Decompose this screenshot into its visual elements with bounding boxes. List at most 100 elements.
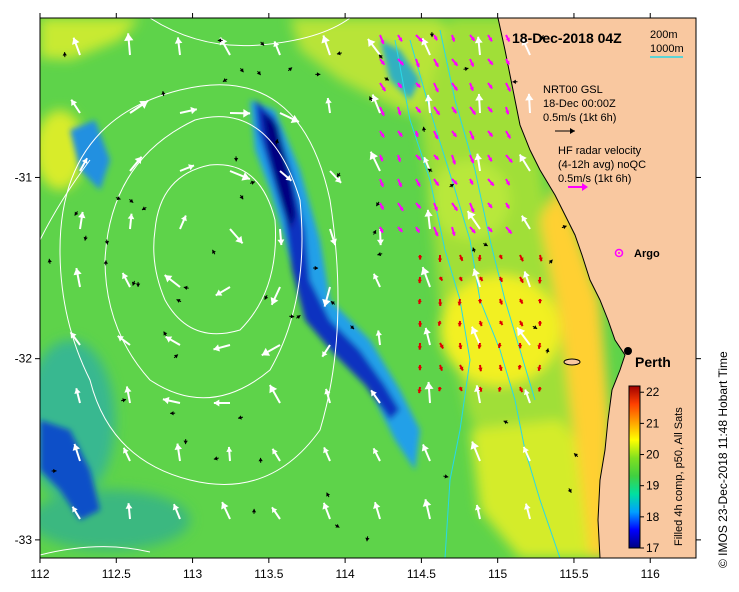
cold-filament-ne: [380, 40, 420, 100]
hf-arrow-south-head: [519, 257, 524, 262]
hf-arrow-south-head: [458, 387, 463, 392]
hf-arrow-south-head: [417, 300, 422, 305]
gsl-small-arrow-head: [251, 508, 257, 513]
warm-patch-nearshore-strip: [540, 180, 610, 558]
hf-arrow-south-head: [417, 389, 422, 394]
hf-legend-line-3: 0.5m/s (1kt 6h): [558, 173, 631, 185]
hf-arrow-south-head: [478, 322, 483, 327]
hf-arrow-head: [452, 132, 457, 137]
gsl-legend-line-3: 0.5m/s (1kt 6h): [543, 112, 616, 124]
gsl-arrow-head: [72, 506, 78, 513]
hf-arrow-head: [488, 132, 493, 137]
hf-arrow-head: [488, 84, 493, 89]
credit-text: © IMOS 23-Dec-2018 11:48 Hobart Time: [716, 351, 730, 568]
gsl-arrow-head: [72, 37, 80, 45]
hf-arrow-head: [453, 61, 458, 66]
warm-patch-northwest: [40, 18, 140, 60]
gsl-arrow-head: [124, 33, 134, 42]
gsl-arrow-head: [329, 238, 337, 246]
gsl-arrow-head: [125, 503, 133, 509]
gsl-arrow-head: [243, 108, 251, 118]
gsl-small-arrow-head: [296, 315, 301, 320]
gsl-arrow-head: [334, 176, 342, 183]
hf-arrow-south-head: [417, 279, 422, 284]
gsl-small-arrow-head: [239, 68, 244, 73]
gsl-small-arrow-head: [314, 265, 319, 271]
gsl-arrow-head: [290, 114, 299, 123]
gsl-arrow-head: [424, 381, 434, 390]
hf-arrow-head: [415, 63, 420, 68]
hf-arrow-head: [434, 232, 439, 237]
hf-arrow-south-head: [478, 367, 483, 372]
hf-arrow-south-head: [437, 321, 442, 326]
x-tick-label: 114.5: [407, 567, 436, 581]
depth-contour-legend: 200m 1000m: [650, 29, 684, 58]
gsl-arrow-head: [172, 504, 180, 511]
gsl-velocity-arrows: [47, 32, 579, 542]
hf-arrow-south-head: [537, 367, 542, 371]
colorbar-tick-label: 21: [646, 416, 660, 430]
cold-filament-deep: [262, 110, 296, 230]
gsl-small-arrow-head: [233, 157, 239, 162]
hf-arrow-head: [435, 110, 440, 115]
hf-arrow-head: [488, 108, 493, 113]
gsl-arrow-head: [117, 335, 124, 342]
gsl-arrow-head: [188, 164, 195, 171]
gsl-small-arrow-head: [540, 35, 545, 40]
gsl-arrow-head: [235, 235, 243, 244]
gsl-arrow-head: [226, 446, 233, 452]
depth-200m-label: 200m: [650, 29, 678, 41]
x-tick-label: 112: [30, 567, 49, 581]
gsl-small-arrow-head: [141, 206, 146, 211]
hf-arrow-head: [416, 204, 421, 209]
hf-legend-line-1: HF radar velocity: [558, 145, 642, 157]
hf-arrow-south-head: [497, 387, 502, 392]
gsl-arrow-head: [123, 447, 129, 454]
bathy-inner-contour: [439, 29, 536, 401]
x-tick-label: 114: [336, 567, 355, 581]
gsl-scale-arrowhead: [570, 128, 575, 134]
gsl-arrow-head: [73, 268, 82, 276]
gsl-small-arrow-head: [116, 196, 121, 201]
sst-colorbar: 17 18 19 20 21 22 Filled 4h comp, p50, All Sa…: [628, 385, 685, 555]
y-tick-label: -32: [15, 352, 33, 366]
gsl-arrow-head: [421, 38, 429, 46]
hf-arrow-head: [434, 155, 439, 160]
gsl-arrow-head: [524, 503, 531, 510]
hf-arrow-south-head: [478, 276, 483, 281]
gsl-arrow-head: [322, 502, 330, 510]
hf-arrow-south-head: [519, 299, 523, 304]
hf-arrow-head: [398, 227, 403, 232]
hf-arrow-south-head: [477, 344, 482, 349]
gsl-small-arrow-head: [183, 285, 188, 290]
x-tick-label: 113: [183, 567, 202, 581]
gsl-small-arrow-head: [372, 230, 377, 235]
gsl-small-arrow-head: [264, 295, 269, 300]
gsl-small-arrow-head: [163, 331, 168, 336]
gsl-small-arrow-head: [238, 415, 242, 420]
hf-arrow-head: [488, 37, 492, 42]
gsl-small-arrow-head: [129, 198, 134, 203]
hf-arrow-head: [380, 60, 385, 65]
gsl-arrow-head: [424, 209, 433, 217]
gsl-small-arrow-head: [337, 173, 341, 178]
hf-arrow-south-head: [478, 387, 483, 392]
gsl-arrow-head: [213, 344, 220, 352]
hf-arrow-head: [398, 37, 402, 42]
warm-patch-southeast: [470, 420, 600, 558]
hf-arrow-south-head: [517, 365, 522, 370]
gsl-arrow-head: [521, 38, 529, 46]
gsl-arrow-head: [474, 504, 481, 511]
x-tick-label: 115.5: [559, 567, 588, 581]
gsl-small-arrow-head: [239, 195, 244, 200]
hf-arrow-head: [397, 157, 402, 162]
bathy-200m-contour: [409, 39, 561, 558]
gsl-arrow-head: [219, 37, 228, 46]
gsl-small-arrow-head: [161, 91, 166, 95]
gsl-legend: NRT00 GSL 18-Dec 00:00Z 0.5m/s (1kt 6h): [543, 84, 616, 134]
hf-arrow-head: [434, 62, 439, 67]
colorbar-tick-label: 17: [646, 541, 660, 555]
gsl-small-arrow-head: [256, 71, 261, 76]
gsl-small-arrow-head: [326, 492, 331, 497]
gsl-arrow-head: [164, 275, 173, 283]
